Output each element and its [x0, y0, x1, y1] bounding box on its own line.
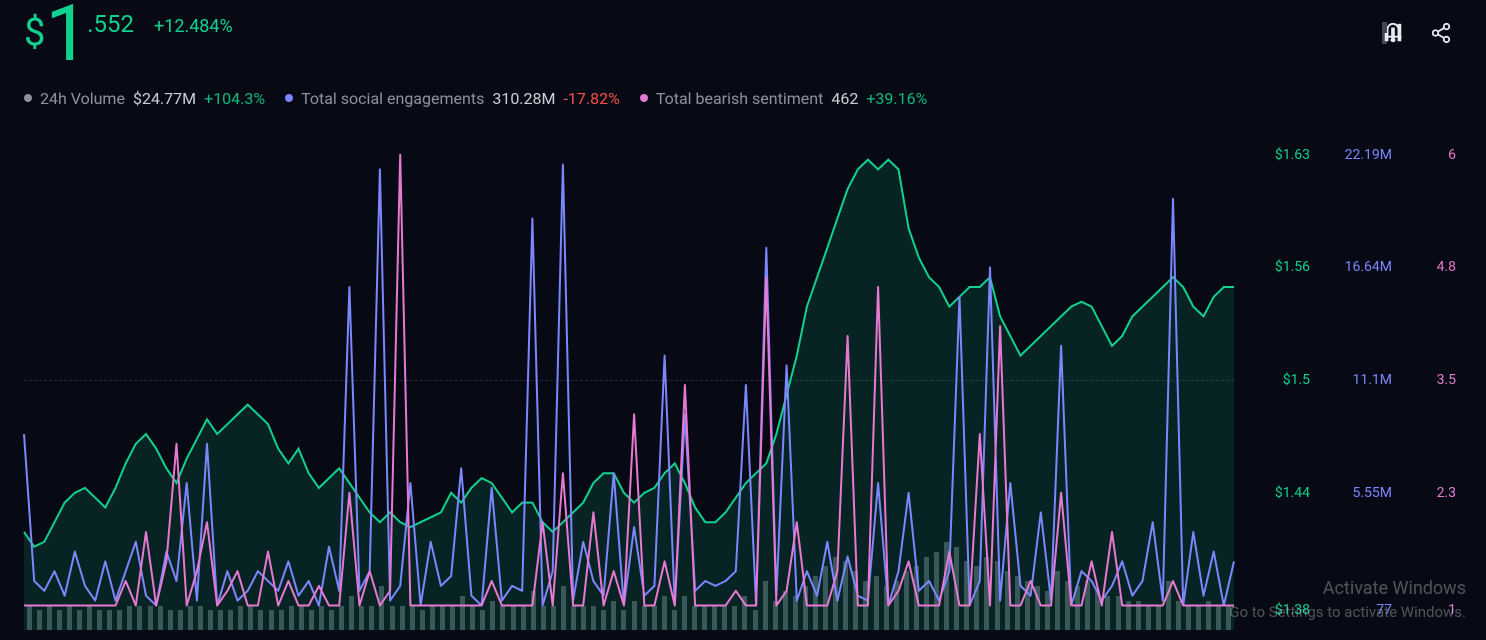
metric-dot	[640, 94, 648, 102]
y-axis: 6 4.8 3.5 2.3 1	[1400, 140, 1456, 630]
y-tick-label: 4.8	[1437, 259, 1456, 275]
metric[interactable]: Total bearish sentiment 462 +39.16%	[640, 89, 927, 108]
metric[interactable]: Total social engagements 310.28M -17.82%	[285, 89, 620, 108]
y-tick-label: 77	[1376, 602, 1392, 618]
price-integer: 1	[45, 4, 83, 66]
metric-label: Total bearish sentiment	[656, 89, 824, 108]
y-tick-label: 6	[1448, 147, 1456, 163]
y-tick-label: 5.55M	[1352, 485, 1392, 501]
metric-value: 462	[831, 89, 858, 108]
metric-dot	[285, 94, 293, 102]
y-tick-label: 2.3	[1437, 485, 1456, 501]
price-change: +12.484%	[154, 16, 233, 37]
plot-area[interactable]	[24, 140, 1234, 630]
chart-area[interactable]: $1.63 $1.56 $1.5 $1.44 $1.38 22.19M 16.64M 11.1…	[24, 140, 1462, 630]
y-tick-label: $1.63	[1275, 147, 1310, 163]
metric-change: +104.3%	[204, 89, 265, 108]
y-tick-label: 11.1M	[1352, 372, 1392, 388]
share-icon[interactable]	[1430, 22, 1452, 44]
y-tick-label: 3.5	[1437, 372, 1456, 388]
metric-change: +39.16%	[866, 89, 927, 108]
y-tick-label: 22.19M	[1345, 147, 1392, 163]
y-tick-label: 1	[1448, 602, 1456, 618]
metric-change: -17.82%	[563, 89, 619, 108]
y-tick-label: $1.5	[1283, 372, 1310, 388]
y-tick-label: $1.56	[1275, 259, 1310, 275]
y-axis: $1.63 $1.56 $1.5 $1.44 $1.38	[1240, 140, 1310, 630]
metric[interactable]: 24h Volume $24.77M +104.3%	[24, 89, 265, 108]
y-tick-label: 16.64M	[1345, 259, 1392, 275]
line-series	[24, 140, 1234, 630]
metric-value: 310.28M	[492, 89, 555, 108]
crypto-chart-panel: $ 1 .552 +12.484% 24h Volume $24.77M +104.…	[0, 0, 1486, 640]
price-fraction: .552	[87, 12, 134, 36]
currency-symbol: $	[24, 14, 45, 52]
metric-value: $24.77M	[133, 89, 196, 108]
y-tick-label: $1.38	[1275, 602, 1310, 618]
y-tick-label: $1.44	[1275, 485, 1310, 501]
metric-label: Total social engagements	[301, 89, 484, 108]
metric-row: 24h Volume $24.77M +104.3% Total social eng…	[0, 82, 1486, 114]
header: $ 1 .552 +12.484%	[0, 0, 1486, 86]
price: $ 1 .552	[24, 4, 134, 66]
barchart-icon[interactable]	[1382, 22, 1387, 44]
y-axes: $1.63 $1.56 $1.5 $1.44 $1.38 22.19M 16.64M 11.1…	[1240, 140, 1462, 630]
y-axis: 22.19M 16.64M 11.1M 5.55M 77	[1318, 140, 1392, 630]
metric-label: 24h Volume	[40, 89, 125, 108]
header-icons	[1382, 22, 1452, 44]
metric-dot	[24, 94, 32, 102]
